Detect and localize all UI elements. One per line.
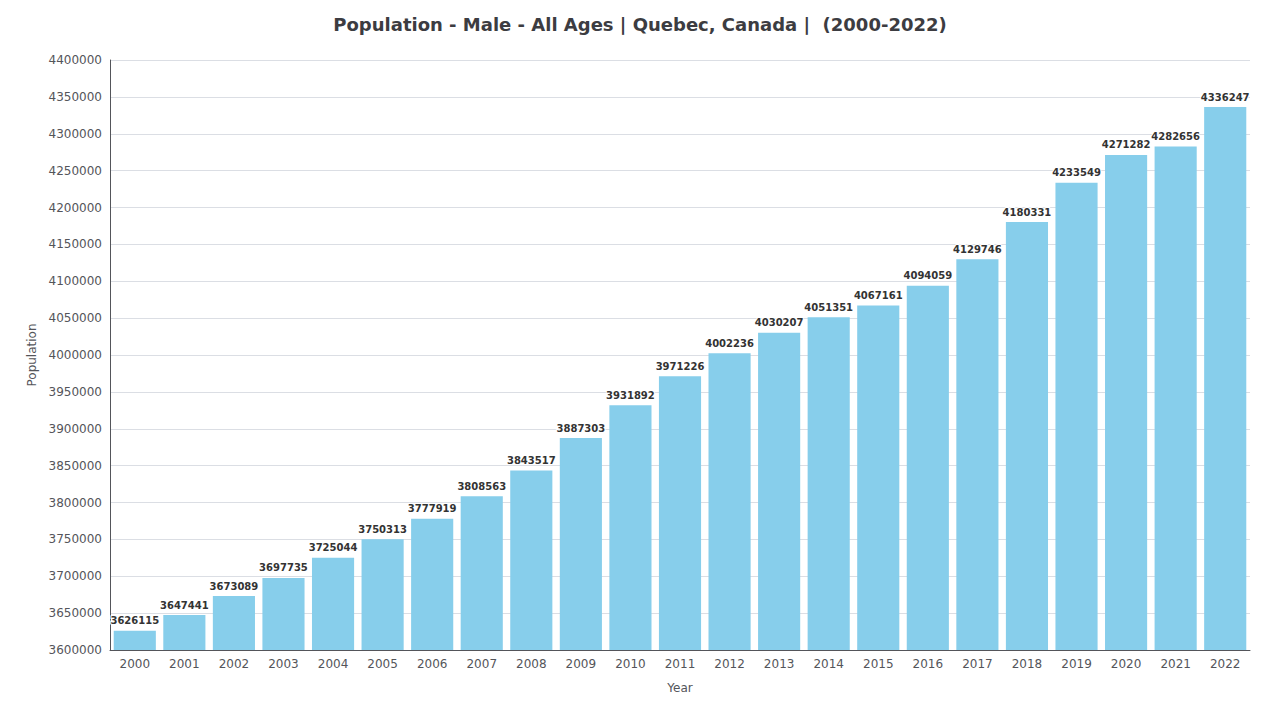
svg-text:2011: 2011 [665,657,696,671]
svg-text:4300000: 4300000 [49,127,102,141]
svg-text:2012: 2012 [714,657,745,671]
svg-text:2003: 2003 [268,657,299,671]
svg-text:3850000: 3850000 [49,459,102,473]
svg-text:2000: 2000 [120,657,151,671]
svg-text:3697735: 3697735 [259,562,308,573]
svg-text:4129746: 4129746 [953,244,1002,255]
svg-text:Population - Male - All Ages |: Population - Male - All Ages | Quebec, C… [333,14,946,35]
svg-text:3950000: 3950000 [49,385,102,399]
svg-text:4282656: 4282656 [1151,131,1200,142]
svg-text:4180331: 4180331 [1003,207,1052,218]
svg-text:3900000: 3900000 [49,422,102,436]
svg-text:3750000: 3750000 [49,532,102,546]
svg-text:3600000: 3600000 [49,643,102,657]
svg-text:2004: 2004 [318,657,349,671]
svg-text:2020: 2020 [1111,657,1142,671]
svg-text:4100000: 4100000 [49,274,102,288]
svg-text:4200000: 4200000 [49,201,102,215]
svg-text:3971226: 3971226 [656,361,705,372]
svg-text:2014: 2014 [813,657,844,671]
svg-text:2008: 2008 [516,657,547,671]
svg-text:3931892: 3931892 [606,390,655,401]
svg-text:3808563: 3808563 [457,481,506,492]
svg-text:Population: Population [25,323,39,386]
svg-text:4250000: 4250000 [49,164,102,178]
svg-text:2006: 2006 [417,657,448,671]
svg-text:2007: 2007 [466,657,497,671]
svg-text:2021: 2021 [1160,657,1191,671]
svg-text:4067161: 4067161 [854,290,903,301]
svg-text:2005: 2005 [367,657,398,671]
svg-text:3777919: 3777919 [408,503,457,514]
svg-text:4271282: 4271282 [1102,139,1151,150]
svg-text:4150000: 4150000 [49,237,102,251]
svg-text:2013: 2013 [764,657,795,671]
svg-text:2019: 2019 [1061,657,1092,671]
svg-text:4000000: 4000000 [49,348,102,362]
svg-text:2018: 2018 [1012,657,1043,671]
svg-text:4233549: 4233549 [1052,167,1101,178]
svg-text:3887303: 3887303 [557,423,606,434]
svg-text:2010: 2010 [615,657,646,671]
svg-text:2022: 2022 [1210,657,1241,671]
svg-text:3725044: 3725044 [309,542,358,553]
svg-text:4350000: 4350000 [49,90,102,104]
svg-text:4336247: 4336247 [1201,92,1250,103]
svg-text:2001: 2001 [169,657,200,671]
svg-text:4050000: 4050000 [49,311,102,325]
svg-text:4094059: 4094059 [903,270,952,281]
svg-text:2015: 2015 [863,657,894,671]
svg-text:3700000: 3700000 [49,569,102,583]
svg-text:3800000: 3800000 [49,496,102,510]
svg-text:2009: 2009 [566,657,597,671]
svg-text:3843517: 3843517 [507,455,556,466]
svg-text:3647441: 3647441 [160,600,209,611]
svg-text:Year: Year [666,681,692,695]
svg-text:4400000: 4400000 [49,53,102,67]
svg-text:4030207: 4030207 [755,317,804,328]
svg-text:4051351: 4051351 [804,302,853,313]
svg-text:2017: 2017 [962,657,993,671]
svg-text:3626115: 3626115 [110,615,159,626]
svg-text:2016: 2016 [913,657,944,671]
svg-text:2002: 2002 [219,657,250,671]
svg-text:3673089: 3673089 [210,581,259,592]
svg-text:4002236: 4002236 [705,338,754,349]
svg-text:3650000: 3650000 [49,606,102,620]
svg-text:3750313: 3750313 [358,524,407,535]
